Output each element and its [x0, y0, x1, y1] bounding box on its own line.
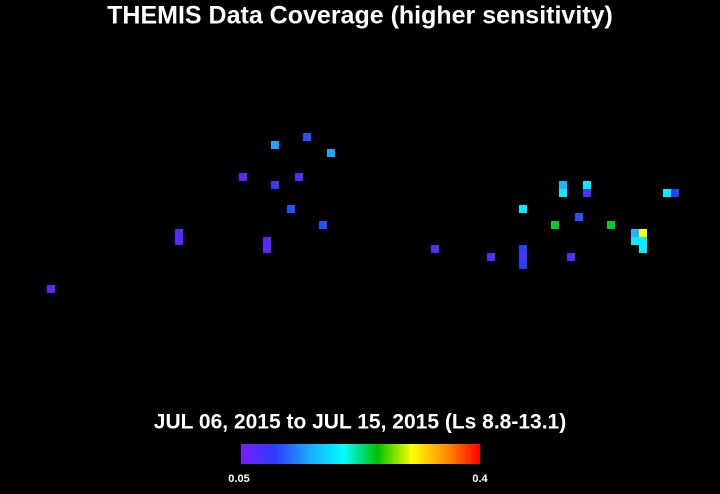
coverage-cell: [519, 205, 527, 213]
coverage-cell: [583, 181, 591, 189]
coverage-cell: [263, 237, 271, 245]
coverage-cell: [607, 221, 615, 229]
coverage-cell: [631, 237, 639, 245]
coverage-cell: [671, 189, 679, 197]
coverage-cell: [319, 221, 327, 229]
colorbar-max-label: 0.4: [472, 473, 488, 485]
colorbar-min-label: 0.05: [228, 473, 249, 485]
coverage-cell: [271, 141, 279, 149]
coverage-cell: [567, 253, 575, 261]
coverage-cell: [239, 173, 247, 181]
coverage-cell: [663, 189, 671, 197]
subtitle: JUL 06, 2015 to JUL 15, 2015 (Ls 8.8-13.…: [154, 411, 566, 434]
coverage-cell: [175, 229, 183, 237]
coverage-cell: [631, 229, 639, 237]
coverage-cell: [47, 285, 55, 293]
coverage-cell: [327, 149, 335, 157]
chart-title: THEMIS Data Coverage (higher sensitivity…: [107, 2, 613, 30]
coverage-cell: [639, 237, 647, 245]
coverage-cell: [559, 181, 567, 189]
coverage-cell: [639, 245, 647, 253]
coverage-cell: [519, 245, 527, 253]
coverage-cell: [583, 189, 591, 197]
coverage-cell: [575, 213, 583, 221]
coverage-cell: [175, 237, 183, 245]
coverage-cell: [287, 205, 295, 213]
coverage-cell: [639, 229, 647, 237]
coverage-cell: [431, 245, 439, 253]
coverage-cell: [559, 189, 567, 197]
coverage-cell: [295, 173, 303, 181]
coverage-cell: [519, 261, 527, 269]
colorbar: [241, 444, 480, 464]
coverage-cell: [487, 253, 495, 261]
coverage-cell: [303, 133, 311, 141]
coverage-cell: [519, 253, 527, 261]
coverage-cell: [271, 181, 279, 189]
coverage-cell: [263, 245, 271, 253]
coverage-cell: [551, 221, 559, 229]
